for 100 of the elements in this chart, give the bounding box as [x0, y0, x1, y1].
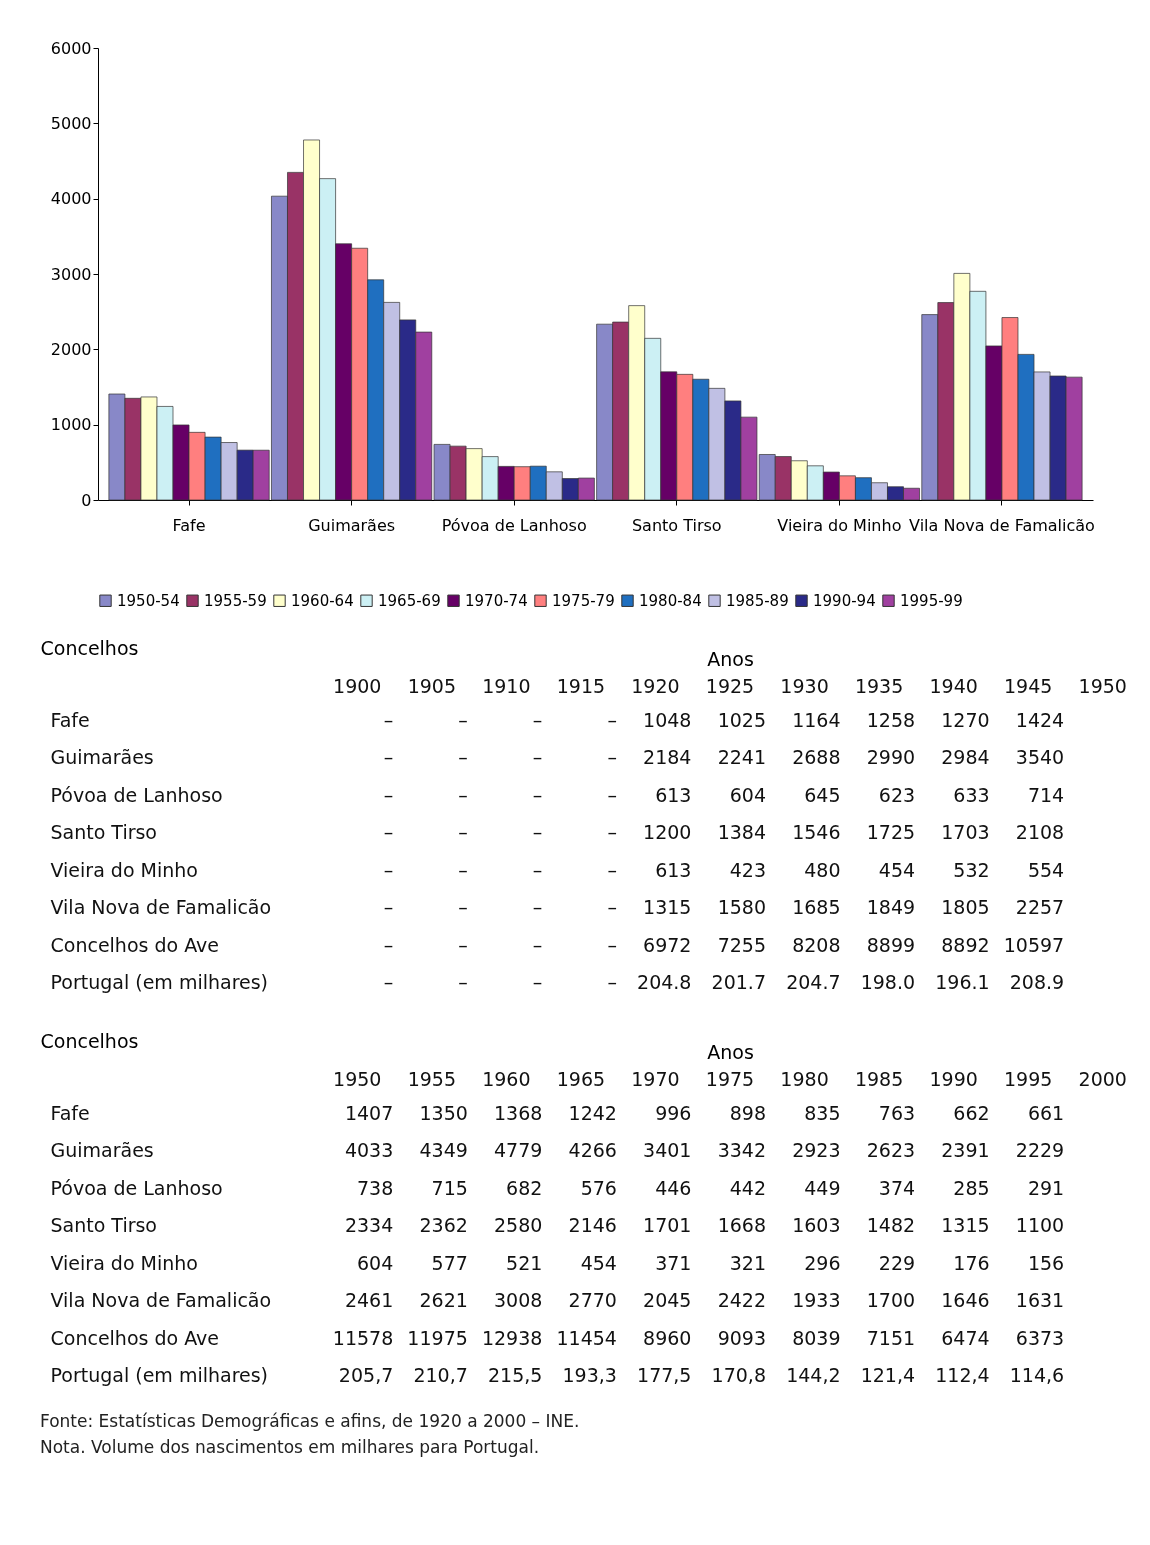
y-tick-label: Fafe	[50, 1101, 90, 1124]
data-label: 738	[357, 1176, 394, 1199]
data-label: 208.9	[1009, 971, 1065, 994]
data-label: 11578	[332, 1326, 394, 1349]
data-label: 371	[655, 1251, 692, 1274]
data-label: 201.7	[711, 971, 766, 994]
data-label: 835	[804, 1101, 841, 1124]
data-label: 682	[506, 1176, 543, 1199]
data-label: 1546	[792, 821, 841, 844]
y-tick-label: Santo Tirso	[50, 1214, 157, 1237]
text: –	[383, 708, 394, 731]
legend-label: 1970-74	[465, 591, 528, 610]
data-label: 449	[804, 1176, 841, 1199]
data-label: 3401	[643, 1139, 692, 1162]
text: –	[458, 821, 468, 844]
x-tick-label: 1995	[1004, 1067, 1053, 1090]
y-tick-label: Vila Nova de Famalicão	[50, 896, 272, 919]
data-label: 1100	[1015, 1214, 1065, 1237]
data-label: 1164	[792, 708, 841, 731]
y-tick-label: 0	[81, 490, 92, 510]
data-label: 1242	[568, 1101, 617, 1124]
data-label: 2334	[344, 1214, 394, 1237]
x-tick-label: 1950	[333, 1067, 382, 1090]
data-label: 446	[655, 1176, 692, 1199]
data-label: 613	[655, 783, 692, 806]
source-note: Fonte: Estatísticas Demográficas e afins, de 1920 a 2000 – INE.	[40, 1411, 581, 1431]
x-tick-label: 1970	[631, 1067, 680, 1090]
data-label: 205,7	[338, 1364, 394, 1387]
data-label: 715	[431, 1176, 468, 1199]
data-label: 112,4	[935, 1364, 990, 1387]
data-label: 1350	[419, 1101, 468, 1124]
data-label: 554	[1027, 858, 1065, 881]
data-label: 1700	[866, 1289, 916, 1312]
data-label: 196.1	[935, 971, 990, 994]
y-tick-label: Póvoa de Lanhoso	[50, 783, 223, 806]
data-label: 156	[1027, 1251, 1065, 1274]
data-label: 996	[655, 1101, 692, 1124]
data-label: 2461	[344, 1289, 394, 1312]
data-label: 2045	[643, 1289, 692, 1312]
text: –	[607, 971, 617, 994]
data-label: 7151	[866, 1326, 916, 1349]
data-label: 2621	[419, 1289, 468, 1312]
data-label: 6474	[941, 1326, 990, 1349]
y-tick-label: Guimarães	[50, 1139, 154, 1162]
text: –	[458, 896, 468, 919]
text: –	[383, 858, 394, 881]
data-label: 1805	[941, 896, 990, 919]
legend-label: 1995-99	[900, 591, 963, 610]
x-axis-title: Anos	[707, 1040, 754, 1063]
data-label: 480	[804, 858, 841, 881]
data-label: 604	[357, 1251, 394, 1274]
data-label: 170,8	[711, 1364, 766, 1387]
data-label: 714	[1027, 783, 1065, 806]
y-tick-label: Portugal (em milhares)	[50, 1364, 269, 1387]
data-label: 2990	[866, 746, 916, 769]
text: –	[458, 746, 468, 769]
x-tick-label: 1930	[780, 674, 829, 697]
x-tick-label: Póvoa de Lanhoso	[441, 515, 587, 535]
data-label: 1849	[866, 896, 916, 919]
data-label: 2241	[717, 746, 766, 769]
x-tick-label: 1915	[556, 674, 606, 697]
y-tick-label: Vieira do Minho	[50, 858, 198, 881]
data-label: 1668	[717, 1214, 766, 1237]
text: –	[532, 783, 543, 806]
y-axis-title: Concelhos	[40, 1029, 139, 1052]
data-label: 633	[953, 783, 990, 806]
y-tick-label: Concelhos do Ave	[50, 933, 219, 956]
data-label: 661	[1027, 1101, 1065, 1124]
text: –	[532, 933, 543, 956]
x-tick-label: 1980	[780, 1067, 829, 1090]
text: –	[458, 971, 468, 994]
x-tick-label: 1920	[631, 674, 680, 697]
data-label: 1603	[792, 1214, 841, 1237]
x-tick-label: 1925	[705, 674, 755, 697]
data-label: 193,3	[562, 1364, 617, 1387]
x-tick-label: 1965	[556, 1067, 606, 1090]
y-tick-label: Póvoa de Lanhoso	[50, 1176, 223, 1199]
data-label: 576	[580, 1176, 617, 1199]
data-label: 11454	[556, 1326, 617, 1349]
data-label: 623	[878, 783, 916, 806]
data-label: 7255	[717, 933, 766, 956]
data-label: 4779	[494, 1139, 543, 1162]
text: –	[607, 858, 617, 881]
y-tick-label: 4000	[50, 189, 92, 209]
data-label: 1048	[643, 708, 692, 731]
data-label: 6373	[1015, 1326, 1065, 1349]
data-label: 12938	[481, 1326, 543, 1349]
data-label: 2770	[568, 1289, 617, 1312]
data-label: 210,7	[413, 1364, 468, 1387]
text: –	[607, 708, 617, 731]
data-label: 374	[878, 1176, 916, 1199]
data-label: 2257	[1015, 896, 1065, 919]
data-label: 177,5	[637, 1364, 692, 1387]
data-label: 2229	[1015, 1139, 1065, 1162]
data-label: 321	[729, 1251, 766, 1274]
data-label: 521	[506, 1251, 543, 1274]
data-label: 1315	[941, 1214, 990, 1237]
data-label: 1685	[792, 896, 841, 919]
text: –	[607, 933, 617, 956]
data-label: 144,2	[786, 1364, 841, 1387]
